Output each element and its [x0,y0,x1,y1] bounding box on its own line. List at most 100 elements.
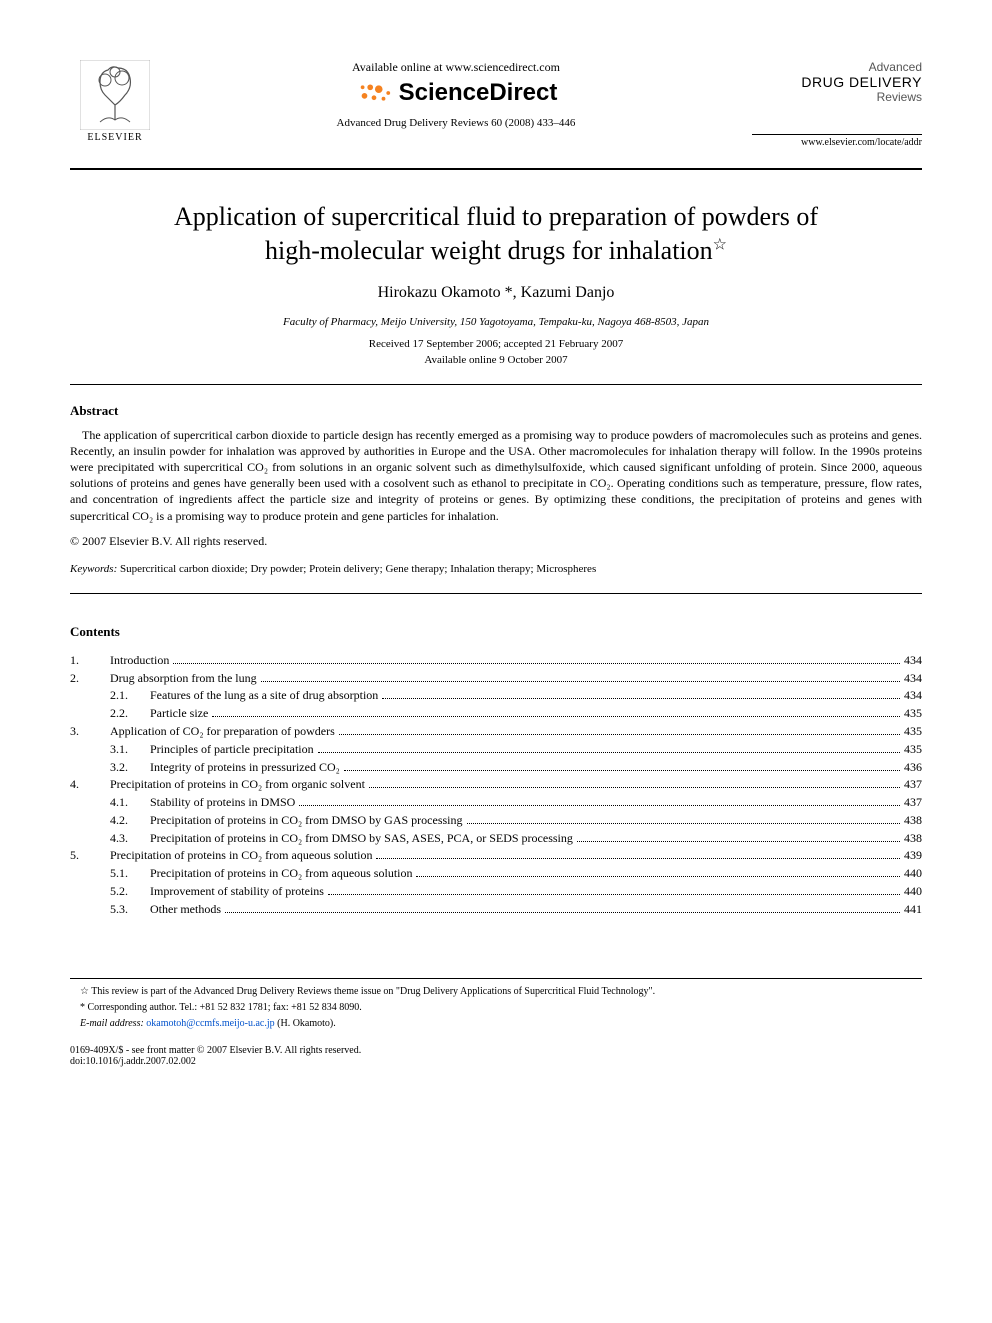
toc-dots [344,770,900,771]
toc-row: 5.2.Improvement of stability of proteins… [70,883,922,900]
abstract-rule-top [70,384,922,385]
footnote-corresponding: * Corresponding author. Tel.: +81 52 832… [70,1001,922,1015]
elsevier-tree-icon [80,60,150,130]
toc-page: 435 [904,741,922,758]
header-right: Advanced DRUG DELIVERY Reviews www.elsev… [752,60,922,148]
toc-page: 434 [904,670,922,687]
toc-page: 438 [904,830,922,847]
footer-block: 0169-409X/$ - see front matter © 2007 El… [70,1045,922,1067]
abstract-copyright: © 2007 Elsevier B.V. All rights reserved… [70,534,922,549]
affiliation: Faculty of Pharmacy, Meijo University, 1… [70,316,922,328]
doi-line: doi:10.1016/j.addr.2007.02.002 [70,1056,922,1067]
journal-reference: Advanced Drug Delivery Reviews 60 (2008)… [160,117,752,129]
article-title: Application of supercritical fluid to pr… [70,200,922,268]
keywords: Keywords: Supercritical carbon dioxide; … [70,563,922,575]
toc-subnumber: 5.1. [110,865,150,882]
toc-subnumber: 4.2. [110,812,150,829]
toc-page: 435 [904,705,922,722]
toc-row: 4.Precipitation of proteins in CO₂ from … [70,776,922,793]
toc-number: 2. [70,670,110,687]
toc-page: 434 [904,687,922,704]
toc-dots [376,858,900,859]
title-star-icon: ☆ [713,236,727,253]
toc-dots [339,734,900,735]
toc-row: 5.1.Precipitation of proteins in CO₂ fro… [70,865,922,882]
toc-dots [173,663,900,664]
toc-subnumber: 4.3. [110,830,150,847]
toc-title: Precipitation of proteins in CO₂ from or… [110,776,365,793]
toc-page: 441 [904,901,922,918]
toc-dots [212,716,900,717]
keywords-text: Supercritical carbon dioxide; Dry powder… [117,563,596,575]
toc-number: 3. [70,723,110,740]
toc-title: Features of the lung as a site of drug a… [150,687,378,704]
footnote-star: ☆ This review is part of the Advanced Dr… [70,985,922,999]
toc-dots [416,876,900,877]
journal-name-bot: Reviews [752,90,922,104]
toc-title: Drug absorption from the lung [110,670,257,687]
toc-row: 3.2.Integrity of proteins in pressurized… [70,759,922,776]
toc-page: 440 [904,865,922,882]
toc-dots [299,805,900,806]
dates-online: Available online 9 October 2007 [70,354,922,366]
toc-page: 440 [904,883,922,900]
toc-number: 1. [70,652,110,669]
footnotes: ☆ This review is part of the Advanced Dr… [70,978,922,1031]
toc-dots [467,823,901,824]
header-rule [70,168,922,170]
sciencedirect-brand: ScienceDirect [399,79,558,107]
toc-number: 5. [70,847,110,864]
table-of-contents: 1.Introduction4342.Drug absorption from … [70,652,922,918]
elsevier-label: ELSEVIER [87,132,142,143]
toc-row: 3.1.Principles of particle precipitation… [70,741,922,758]
toc-row: 2.Drug absorption from the lung 434 [70,670,922,687]
title-line-2: high-molecular weight drugs for inhalati… [265,236,713,265]
elsevier-logo: ELSEVIER [70,60,160,143]
toc-subnumber: 5.3. [110,901,150,918]
email-suffix: (H. Okamoto). [275,1018,336,1029]
contents-heading: Contents [70,624,922,640]
toc-page: 438 [904,812,922,829]
toc-row: 4.3.Precipitation of proteins in CO₂ fro… [70,830,922,847]
toc-title: Principles of particle precipitation [150,741,314,758]
toc-title: Particle size [150,705,208,722]
toc-page: 435 [904,723,922,740]
toc-dots [382,698,900,699]
toc-subnumber: 5.2. [110,883,150,900]
authors: Hirokazu Okamoto *, Kazumi Danjo [70,284,922,302]
toc-row: 2.1.Features of the lung as a site of dr… [70,687,922,704]
issn-line: 0169-409X/$ - see front matter © 2007 El… [70,1045,922,1056]
toc-page: 437 [904,794,922,811]
email-link[interactable]: okamotoh@ccmfs.meijo-u.ac.jp [146,1018,274,1029]
available-online-text: Available online at www.sciencedirect.co… [160,60,752,75]
footnote-email: E-mail address: okamotoh@ccmfs.meijo-u.a… [70,1017,922,1031]
locate-url: www.elsevier.com/locate/addr [752,134,922,148]
toc-row: 5.Precipitation of proteins in CO₂ from … [70,847,922,864]
toc-row: 2.2.Particle size435 [70,705,922,722]
toc-title: Improvement of stability of proteins [150,883,324,900]
keywords-label: Keywords: [70,563,117,575]
paper-header: ELSEVIER Available online at www.science… [70,60,922,148]
toc-dots [328,894,900,895]
toc-row: 4.2.Precipitation of proteins in CO₂ fro… [70,812,922,829]
toc-subnumber: 3.2. [110,759,150,776]
toc-title: Introduction [110,652,169,669]
toc-subnumber: 3.1. [110,741,150,758]
toc-title: Other methods [150,901,221,918]
toc-dots [577,841,900,842]
abstract-rule-bottom [70,593,922,594]
toc-subnumber: 2.1. [110,687,150,704]
abstract-body: The application of supercritical carbon … [70,427,922,524]
toc-page: 436 [904,759,922,776]
dates-received: Received 17 September 2006; accepted 21 … [70,338,922,350]
toc-dots [318,752,900,753]
journal-name-top: Advanced [752,60,922,74]
toc-row: 3.Application of CO₂ for preparation of … [70,723,922,740]
toc-title: Integrity of proteins in pressurized CO₂ [150,759,340,776]
toc-title: Precipitation of proteins in CO₂ from DM… [150,812,463,829]
toc-title: Application of CO₂ for preparation of po… [110,723,335,740]
toc-page: 434 [904,652,922,669]
toc-title: Stability of proteins in DMSO [150,794,295,811]
toc-page: 437 [904,776,922,793]
journal-name: Advanced DRUG DELIVERY Reviews [752,60,922,104]
